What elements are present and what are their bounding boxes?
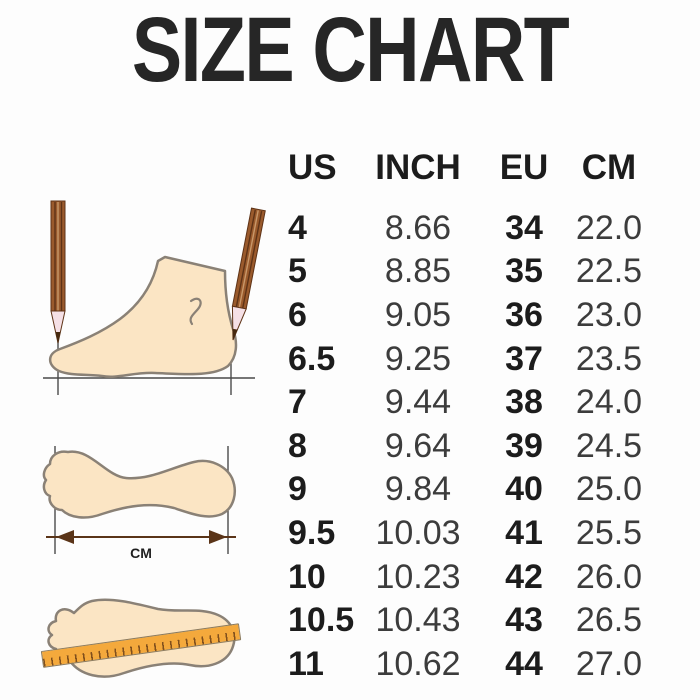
footprint-cm-icon: CM bbox=[42, 446, 236, 561]
cell-eu: 42 bbox=[505, 557, 543, 596]
table-row: 5 8.85 35 22.5 bbox=[282, 250, 662, 294]
measure-arrow-icon bbox=[46, 530, 236, 544]
column-header-eu: EU bbox=[499, 148, 549, 187]
footprint-ruler-illustration bbox=[30, 585, 255, 690]
cell-us: 5 bbox=[288, 252, 307, 291]
footprint-outline bbox=[42, 450, 236, 519]
table-row: 8 9.64 39 24.5 bbox=[282, 424, 662, 468]
column-header-us: US bbox=[288, 148, 337, 187]
cell-inch: 8.85 bbox=[384, 252, 452, 291]
cell-inch: 10.43 bbox=[375, 601, 461, 640]
foot-side-measure-illustration bbox=[15, 185, 275, 405]
cell-inch: 9.25 bbox=[384, 339, 452, 378]
cell-eu: 44 bbox=[505, 644, 543, 683]
cell-cm: 26.5 bbox=[575, 601, 643, 640]
column-header-cm: CM bbox=[581, 148, 637, 187]
cell-cm: 23.5 bbox=[575, 339, 643, 378]
cell-cm: 24.5 bbox=[575, 426, 643, 465]
cell-eu: 41 bbox=[505, 513, 543, 552]
size-table-header: US INCH EU CM bbox=[282, 150, 662, 206]
cell-us: 9 bbox=[288, 470, 307, 509]
cell-cm: 25.5 bbox=[575, 513, 643, 552]
cell-us: 6.5 bbox=[288, 339, 336, 378]
cell-inch: 9.44 bbox=[384, 383, 452, 422]
cell-cm: 26.0 bbox=[575, 557, 643, 596]
table-row: 9 9.84 40 25.0 bbox=[282, 468, 662, 512]
cell-us: 9.5 bbox=[288, 513, 336, 552]
cell-us: 7 bbox=[288, 383, 307, 422]
cell-inch: 10.03 bbox=[375, 513, 461, 552]
cell-eu: 38 bbox=[505, 383, 543, 422]
cell-us: 10.5 bbox=[288, 601, 355, 640]
column-header-inch: INCH bbox=[375, 148, 461, 187]
cell-eu: 40 bbox=[505, 470, 543, 509]
cell-inch: 9.84 bbox=[384, 470, 452, 509]
cell-us: 10 bbox=[288, 557, 326, 596]
cell-eu: 34 bbox=[505, 208, 543, 247]
cell-inch: 9.05 bbox=[384, 295, 452, 334]
page-title: SIZE CHART bbox=[131, 0, 570, 101]
cell-us: 8 bbox=[288, 426, 307, 465]
cell-eu: 35 bbox=[505, 252, 543, 291]
cell-us: 4 bbox=[288, 208, 307, 247]
cm-arrow-label: CM bbox=[130, 545, 152, 561]
foot-outline bbox=[48, 255, 238, 378]
foot-side-icon bbox=[43, 200, 266, 395]
cell-us: 11 bbox=[288, 644, 324, 683]
cell-inch: 10.23 bbox=[375, 557, 461, 596]
cell-us: 6 bbox=[288, 295, 307, 334]
cell-cm: 27.0 bbox=[575, 644, 643, 683]
size-table: US INCH EU CM 4 8.66 34 22.0 5 8.85 35 2… bbox=[282, 150, 662, 686]
size-table-body: 4 8.66 34 22.0 5 8.85 35 22.5 6 9.05 36 … bbox=[282, 206, 662, 686]
cell-inch: 10.62 bbox=[375, 644, 461, 683]
cell-cm: 23.0 bbox=[575, 295, 643, 334]
table-row: 6 9.05 36 23.0 bbox=[282, 293, 662, 337]
table-row: 11 10.62 44 27.0 bbox=[282, 642, 662, 686]
cell-eu: 39 bbox=[505, 426, 543, 465]
table-row: 10 10.23 42 26.0 bbox=[282, 555, 662, 599]
table-row: 7 9.44 38 24.0 bbox=[282, 380, 662, 424]
pencil-left-icon bbox=[50, 200, 66, 344]
cell-inch: 9.64 bbox=[384, 426, 452, 465]
table-row: 9.5 10.03 41 25.5 bbox=[282, 511, 662, 555]
ankle-detail bbox=[189, 297, 202, 326]
table-row: 6.5 9.25 37 23.5 bbox=[282, 337, 662, 381]
title-wrap: SIZE CHART bbox=[0, 4, 700, 96]
cell-eu: 43 bbox=[505, 601, 543, 640]
cell-cm: 24.0 bbox=[575, 383, 643, 422]
cell-cm: 25.0 bbox=[575, 470, 643, 509]
cell-cm: 22.0 bbox=[575, 208, 643, 247]
table-row: 10.5 10.43 43 26.5 bbox=[282, 598, 662, 642]
cell-cm: 22.5 bbox=[575, 252, 643, 291]
cell-eu: 36 bbox=[505, 295, 543, 334]
cell-inch: 8.66 bbox=[384, 208, 452, 247]
cell-eu: 37 bbox=[505, 339, 543, 378]
pencil-right-icon bbox=[231, 207, 266, 341]
footprint-length-illustration: CM bbox=[30, 440, 250, 565]
table-row: 4 8.66 34 22.0 bbox=[282, 206, 662, 250]
